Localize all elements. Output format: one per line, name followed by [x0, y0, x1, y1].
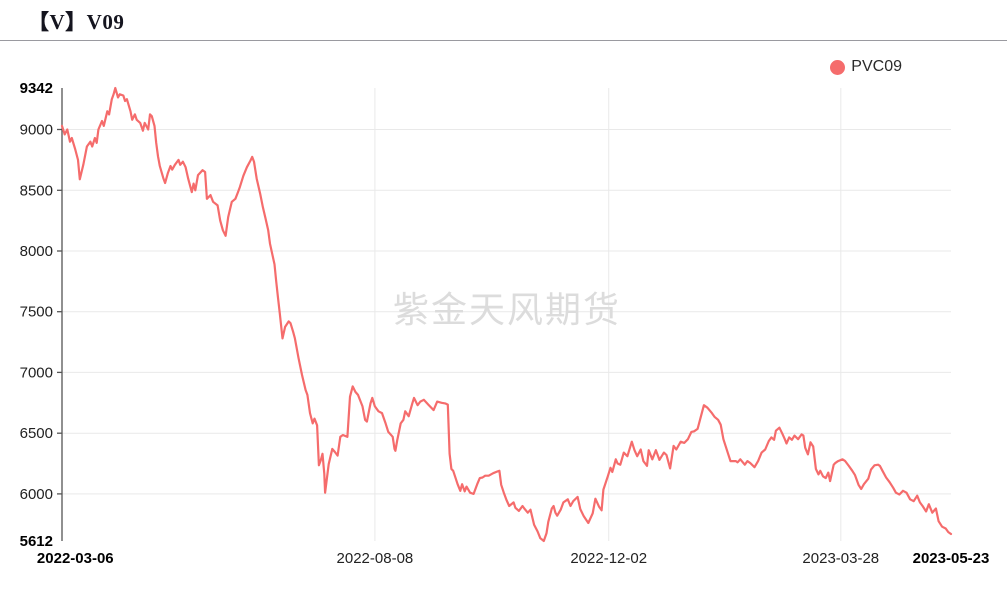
y-axis-label: 8500	[20, 182, 53, 199]
legend-marker-icon	[830, 59, 846, 75]
x-axis-label: 2023-05-23	[913, 550, 990, 567]
page-title: 【V】V09	[28, 10, 125, 34]
watermark: 紫金天风期货	[393, 289, 621, 330]
header-divider	[0, 40, 1007, 41]
x-axis-label: 2023-03-28	[802, 550, 879, 567]
y-axis-label: 7000	[20, 364, 53, 381]
price-line-pvc09	[60, 86, 953, 543]
y-axis-label: 8000	[20, 243, 53, 260]
x-axis-label: 2022-08-08	[337, 550, 414, 567]
y-axis-label: 9000	[20, 122, 53, 139]
y-axis-label: 7500	[20, 304, 53, 321]
x-axis-label: 2022-03-06	[37, 550, 114, 567]
y-axis-label: 6000	[20, 486, 53, 503]
legend-item-pvc09[interactable]: PVC09	[830, 57, 902, 77]
y-axis-label: 6500	[20, 425, 53, 442]
y-axis-label: 5612	[20, 533, 53, 550]
legend-label: PVC09	[851, 58, 902, 75]
y-axis-label: 9342	[20, 80, 53, 97]
x-axis-label: 2022-12-02	[570, 550, 647, 567]
